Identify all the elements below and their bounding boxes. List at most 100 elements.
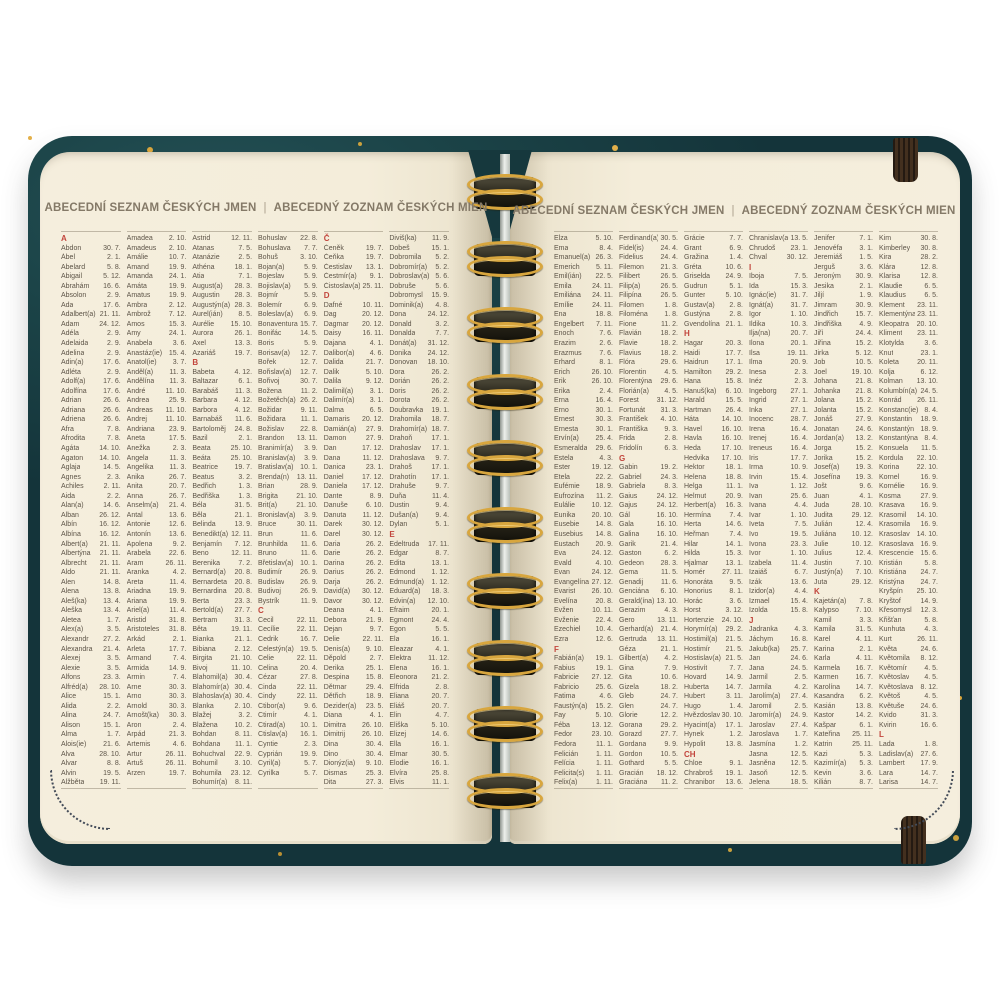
given-name: Evelína [554,597,578,605]
name-day-date: 31. 12. [656,397,678,405]
name-entry: Dana 11. 12. [324,454,384,464]
name-day-date: 14. 1. [725,540,743,548]
name-entry: Artur 26. 11. [127,750,187,760]
name-day-date: 2. 4. [172,721,187,729]
name-entry: Bedřich 1. 3. [192,482,252,492]
name-day-date: 1. 10. [790,550,808,558]
given-name: Karla [814,655,831,663]
name-entry: Eleazar 4. 1. [389,645,449,655]
name-day-date: 4. 7. [435,712,450,720]
name-entry: Horác 3. 6. [684,597,743,607]
spiral-coil [467,438,543,482]
given-name: Diviš(ka) [389,235,417,242]
name-entry: Ella 16. 1. [389,740,449,750]
given-name: Dalila [323,378,342,386]
given-name: Emila [554,282,572,290]
name-entry: Helmut 20. 9. [684,492,743,502]
name-day-date: 21. 11. [99,569,121,577]
given-name: Juliána [814,530,837,538]
name-entry: Irena 16. 4. [749,425,808,435]
name-day-date: 10. 2. [234,721,253,729]
spiral-coil [467,239,543,283]
name-entry: Alvin 19. 5. [61,769,121,779]
name-entry: Inéz 2. 3. [749,377,808,387]
given-name: Gudrun [684,282,708,290]
name-day-date: 21. 7. [365,359,384,367]
name-entry: Donalda 7. 7. [389,329,449,339]
given-name: Arzen [126,769,145,777]
name-entry: Dona 24. 12. [389,310,449,320]
given-name: Kolman [879,378,903,386]
name-entry: Hartman 26. 4. [684,406,743,416]
section-letter: K [814,587,820,597]
name-day-date: 18. 8. [725,473,743,481]
name-day-date: 4. 5. [924,674,938,682]
name-column: Jenifer 7. 1. Jenovéfa 3. 1. Jeremiáš 1. 5. Je… [814,231,873,789]
name-day-date: 2. 3. [304,740,318,748]
given-name: Krasoslava [879,540,914,548]
name-entry: Davor 30. 12. [324,597,384,607]
name-entry: Krasoslava 16. 9. [879,540,938,550]
section-letter: J [749,615,754,625]
given-name: Konstantin [879,416,913,424]
given-name: Eustach [554,540,580,548]
name-entry: Estela 4. 3. [554,454,613,464]
name-day-date: 5. 6. [435,273,450,281]
name-entry: Ivar 1. 10. [749,511,808,521]
given-name: Hostimír [684,645,711,653]
given-name: Hugo [684,702,701,710]
given-name: Izmael [749,597,770,605]
name-day-date: 1. 4. [729,254,743,262]
given-name: Julie [814,540,829,548]
given-name: Chranislav(a) [749,235,789,242]
name-day-date: 16. 9. [920,521,938,529]
name-entry: Irma 10. 9. [749,463,808,473]
given-name: Darek [323,521,343,529]
given-name: Bohumír(a) [192,779,228,787]
given-name: Květomila [879,655,910,663]
name-entry: Evelína 20. 8. [554,597,613,607]
name-day-date: 18. 3. [431,588,450,596]
name-day-date: 18. 2. [660,349,678,357]
name-entry: Elza 5. 10. [554,234,613,244]
name-entry: Filomen 1. 8. [619,301,678,311]
name-entry: Griselda 24. 9. [684,272,743,282]
name-entry: Gleb 24. 7. [619,692,678,702]
name-day-date: 10. 1. [300,721,318,729]
name-day-date: 23. 11. [917,301,938,309]
name-day-date: 14. 5. [300,330,318,338]
name-entry: Astrid 12. 11. [192,234,252,244]
given-name: Artuš [126,760,144,768]
name-day-date: 25. 9. [168,397,187,405]
name-day-date: 20. 7. [168,483,187,491]
name-entry: Ida 15. 3. [749,282,808,292]
name-day-date: 21. 4. [103,645,121,653]
name-entry: Florentin 4. 5. [619,368,678,378]
name-entry: Kolja 6. 12. [879,368,938,378]
name-day-date: 19. 9. [168,597,187,605]
name-day-date: 13. 11. [296,473,318,481]
name-entry: Božislav 22. 8. [258,425,318,435]
given-name: Felicita(s) [554,769,585,777]
name-entry: Arno 30. 3. [127,692,187,702]
name-day-date: 2. 8. [729,301,743,309]
name-day-date: 23. 3. [790,540,808,548]
name-entry: Božidar 9. 11. [258,406,318,416]
name-entry: Arleta 17. 7. [127,645,187,655]
name-day-date: 13. 3. [234,340,253,348]
given-name: Amatus [126,292,151,300]
name-entry: Hostivít 7. 7. [684,664,743,674]
given-name: Ena [554,311,567,319]
given-name: Fione [619,320,637,328]
name-entry: Eusebie 14. 8. [554,520,613,530]
given-name: Gvendolína [684,320,720,328]
given-name: Krasomila [879,521,911,529]
name-entry: Dag 20. 12. [324,310,384,320]
given-name: Danuše [323,502,348,510]
name-entry: Blahomil(a) 30. 4. [192,673,252,683]
name-day-date: 27. 1. [790,406,808,414]
name-day-date: 20. 7. [431,693,450,701]
given-name: Gréta [684,263,702,271]
name-entry: Genciána 6. 10. [619,587,678,597]
given-name: Juda [814,502,830,510]
